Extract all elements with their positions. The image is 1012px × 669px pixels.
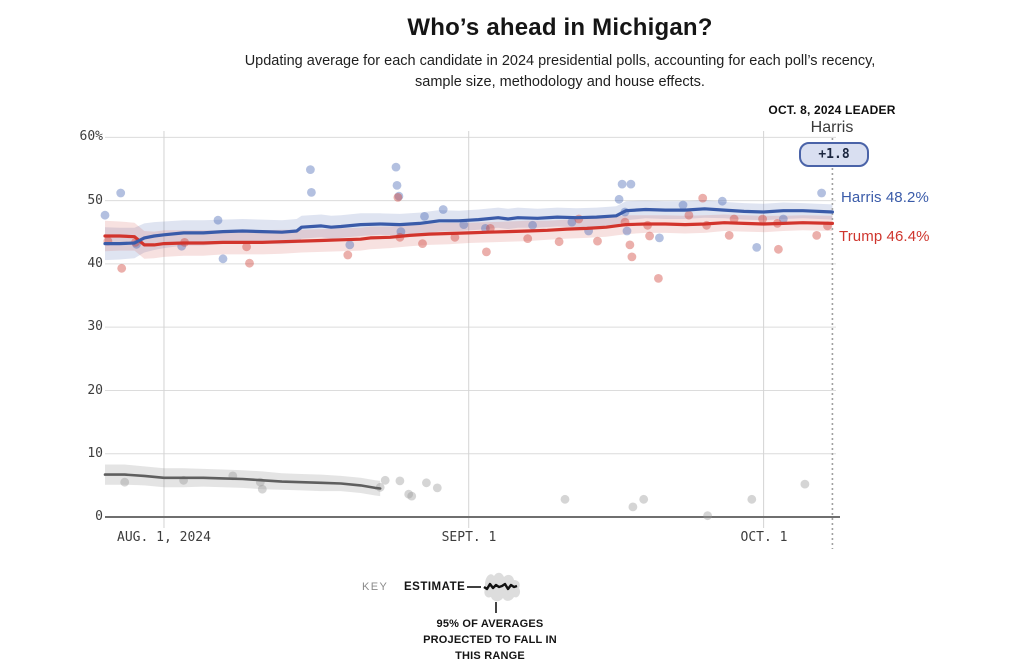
key-squiggle-line — [483, 582, 518, 591]
harris-poll-dot — [567, 217, 577, 227]
harris-poll-dot — [394, 191, 404, 201]
harris-poll-dot — [100, 210, 110, 220]
harris-poll-dot — [752, 243, 762, 252]
other-poll-dot — [747, 494, 757, 504]
trump-poll-dot — [554, 237, 564, 247]
trump-poll-dot — [117, 263, 127, 273]
other-poll-dot — [628, 502, 638, 512]
harris-poll-dot — [481, 224, 490, 233]
other-poll-dot — [703, 511, 712, 521]
harris-poll-dot — [778, 214, 788, 224]
trump-average-line — [103, 221, 835, 247]
other-poll-dot — [120, 477, 130, 487]
page-title: Who’s ahead in Michigan? — [407, 14, 713, 41]
leader-kicker: OCT. 8, 2024 LEADER — [768, 103, 896, 117]
harris-poll-dot — [306, 165, 315, 175]
trump-poll-dot — [812, 231, 822, 240]
x-tick-oct1: OCT. 1 — [740, 530, 788, 545]
trump-poll-dot — [418, 239, 427, 249]
trump-poll-dot — [627, 252, 637, 262]
harris-poll-dot — [459, 220, 469, 230]
y-tick-30: 30 — [87, 319, 103, 334]
trump-poll-dot — [654, 274, 663, 283]
trump-poll-dot — [724, 231, 734, 240]
other-poll-dot — [422, 478, 431, 488]
subtitle-line-1: Updating average for each candidate in 2… — [244, 53, 876, 69]
harris-poll-dot — [817, 188, 826, 198]
other-poll-dot — [257, 484, 267, 494]
trump-poll-dot — [482, 247, 491, 257]
trump-poll-dot — [684, 210, 694, 220]
harris-poll-dot — [392, 181, 402, 190]
trump-poll-dot — [593, 236, 602, 246]
other-poll-dot — [404, 489, 414, 499]
trump-poll-dot — [343, 250, 353, 260]
key-note-line-3: THIS RANGE — [455, 650, 525, 662]
key-note-line-2: PROJECTED TO FALL IN — [423, 634, 557, 646]
y-tick-60: 60% — [79, 129, 103, 144]
y-tick-0: 0 — [95, 509, 103, 524]
trump-poll-dot — [774, 244, 783, 254]
leader-margin-badge: +1.8 — [799, 142, 869, 167]
subtitle-line-2: sample size, methodology and house effec… — [415, 74, 705, 90]
harris-poll-dot — [622, 226, 632, 236]
other-poll-dot — [560, 494, 570, 504]
y-tick-40: 40 — [87, 256, 103, 271]
key-note-line-1: 95% OF AVERAGES — [436, 618, 544, 630]
harris-poll-dot — [678, 200, 688, 210]
trump-poll-dot — [245, 258, 254, 268]
trump-poll-dot — [729, 214, 739, 224]
harris-confidence-band — [105, 200, 833, 261]
harris-average-line — [103, 207, 835, 246]
harris-poll-dot — [307, 188, 316, 197]
other-poll-dot — [432, 483, 442, 493]
key-estimate-label: ESTIMATE — [404, 581, 466, 593]
key-estimate-glyph — [467, 572, 521, 602]
harris-poll-dot — [396, 227, 406, 237]
trump-poll-dot — [450, 232, 460, 242]
y-tick-20: 20 — [87, 383, 103, 398]
leader-name: Harris — [810, 119, 854, 136]
harris-poll-dot — [438, 205, 448, 214]
key-pointer-tick — [495, 602, 497, 613]
harris-poll-dot — [420, 212, 429, 221]
harris-poll-dot — [345, 240, 355, 250]
trump-poll-dot — [393, 193, 403, 202]
trump-poll-dot — [523, 234, 533, 244]
harris-poll-dot — [655, 233, 664, 243]
harris-poll-dot — [116, 188, 126, 198]
harris-poll-dot — [717, 196, 727, 206]
other-poll-dot — [639, 494, 649, 504]
harris-poll-dot — [626, 179, 636, 189]
trump-poll-dot — [242, 242, 252, 252]
x-tick-aug1: AUG. 1, 2024 — [117, 530, 211, 545]
other-poll-dot — [395, 476, 405, 486]
harris-poll-dot — [213, 215, 223, 225]
y-tick-10: 10 — [87, 446, 103, 461]
trump-end-label: Trump 46.4% — [839, 228, 930, 245]
key-label: KEY — [362, 581, 389, 593]
harris-poll-dot — [617, 179, 627, 189]
y-tick-50: 50 — [87, 193, 103, 208]
harris-poll-dot — [391, 162, 401, 172]
trump-poll-dot — [625, 240, 635, 250]
other-poll-dot — [407, 491, 417, 501]
harris-poll-dot — [528, 220, 537, 230]
other-poll-dot — [380, 475, 390, 485]
other-average-line — [103, 473, 382, 490]
trump-poll-dot — [645, 231, 654, 241]
x-tick-sept1: SEPT. 1 — [441, 530, 497, 545]
other-poll-dot — [800, 479, 810, 489]
trump-poll-dot — [698, 193, 708, 203]
trump-poll-dot — [758, 214, 767, 224]
page-subtitle: Updating average for each candidate in 2… — [108, 51, 1012, 93]
harris-poll-dot — [218, 254, 228, 264]
harris-end-label: Harris 48.2% — [841, 189, 929, 206]
harris-poll-dot — [614, 194, 624, 204]
